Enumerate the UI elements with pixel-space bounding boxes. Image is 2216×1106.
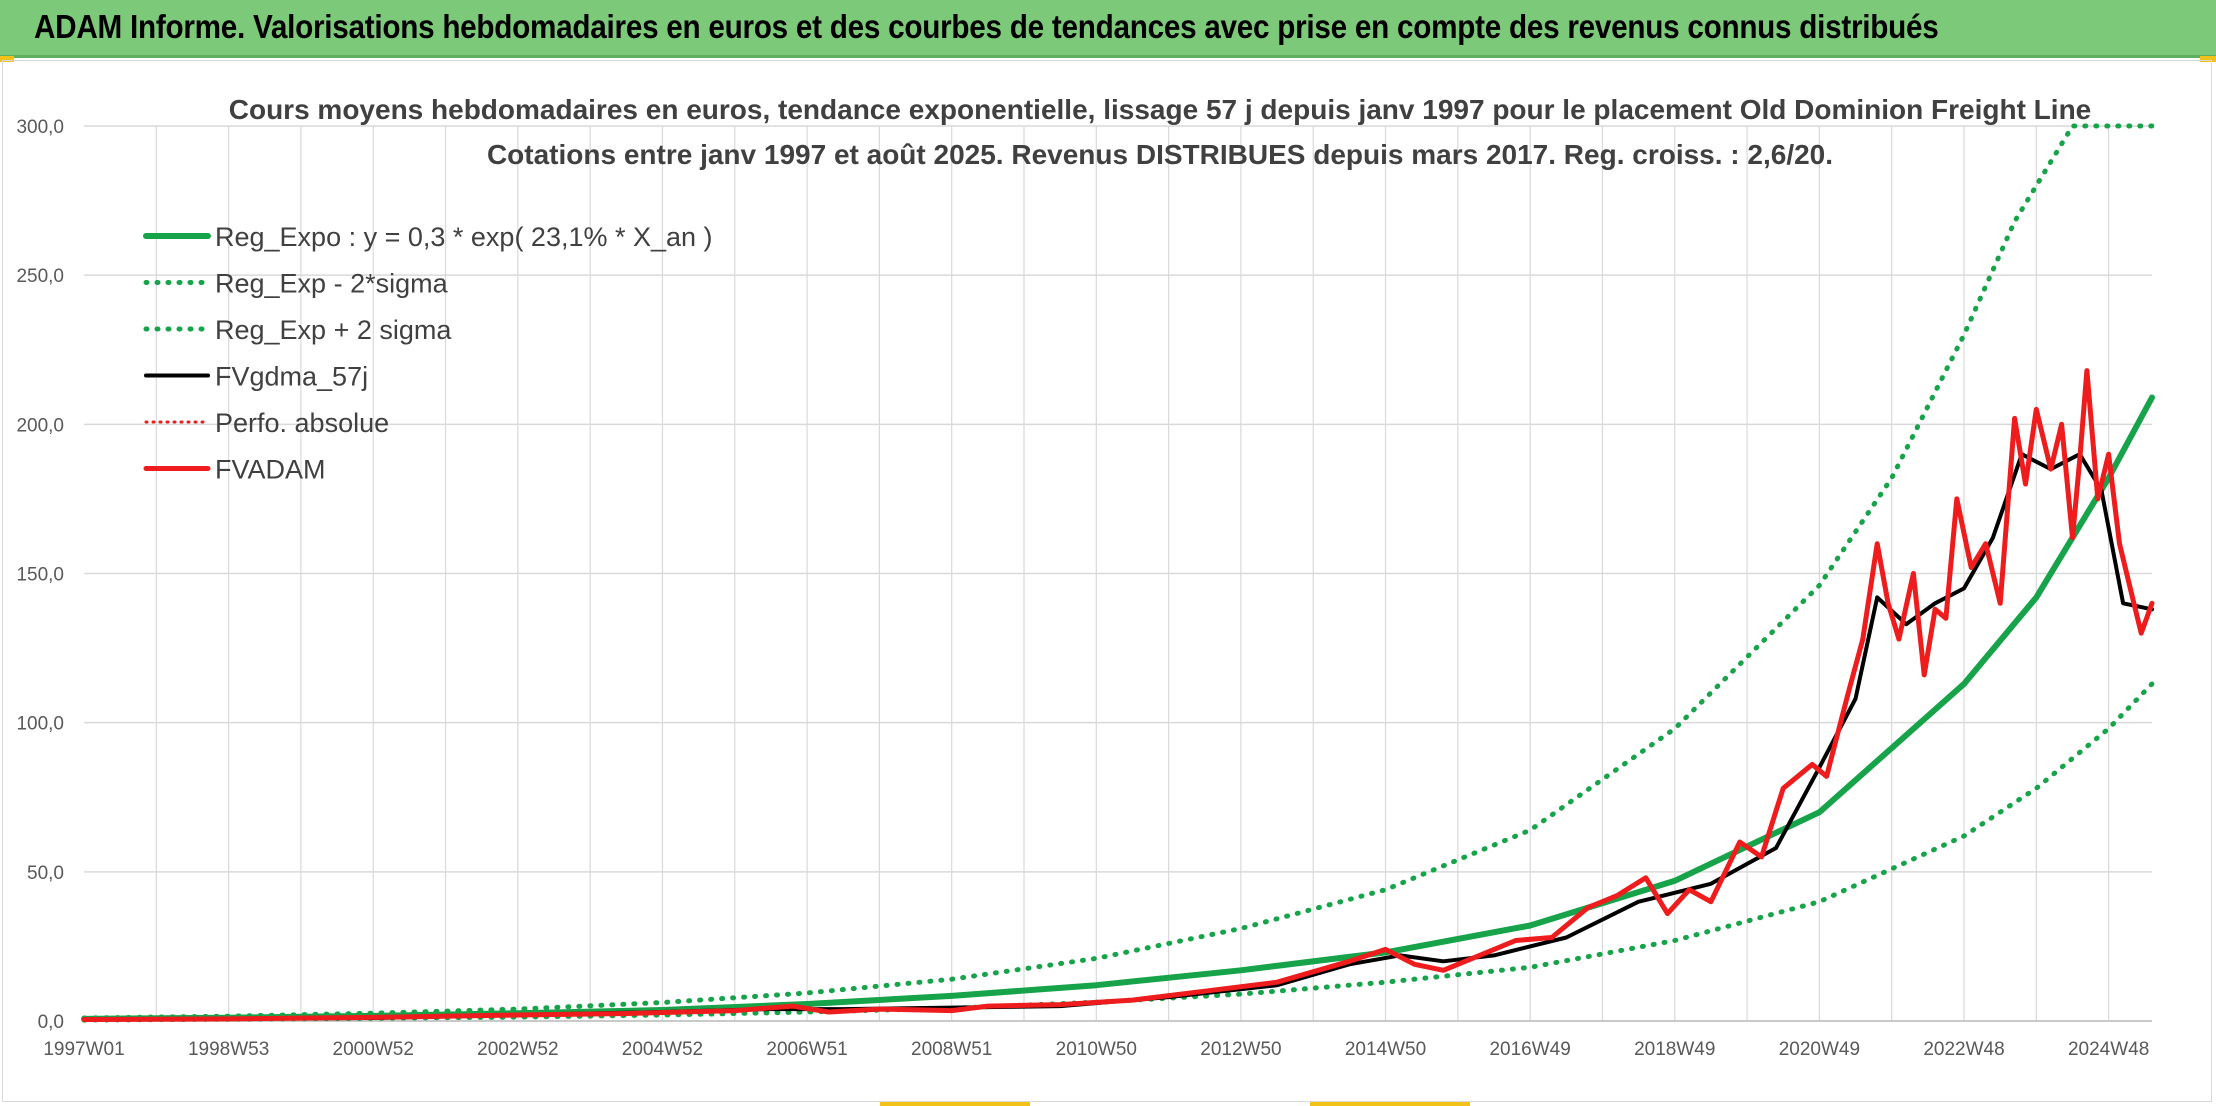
series	[81, 123, 2155, 1023]
x-tick-label: 2012W50	[1200, 1039, 1281, 1060]
y-tick-label: 0,0	[38, 1012, 64, 1033]
x-tick-label: 2010W50	[1056, 1039, 1137, 1060]
y-tick-label: 150,0	[16, 565, 64, 586]
x-tick-label: 2014W50	[1345, 1039, 1426, 1060]
x-tick-label: 2024W48	[2068, 1039, 2149, 1060]
page-title: ADAM Informe. Valorisations hebdomadaire…	[34, 8, 1939, 45]
legend-label: Reg_Expo : y = 0,3 * exp( 23,1% * X_an )	[215, 222, 713, 252]
accent-corner-right	[2200, 56, 2216, 62]
x-tick-label: 2000W52	[333, 1039, 414, 1060]
series-line-2	[81, 123, 2155, 1021]
y-tick-label: 250,0	[16, 266, 64, 287]
x-tick-label: 2008W51	[911, 1039, 992, 1060]
x-tick-label: 2016W49	[1489, 1039, 1570, 1060]
series-line-1	[81, 681, 2155, 1023]
x-tick-label: 1998W53	[188, 1039, 269, 1060]
header-banner: ADAM Informe. Valorisations hebdomadaire…	[0, 0, 2216, 58]
legend: Reg_Expo : y = 0,3 * exp( 23,1% * X_an )…	[143, 222, 713, 485]
accent-strip-bottom	[880, 1101, 1030, 1106]
chart-title-line2: Cotations entre janv 1997 et août 2025. …	[487, 139, 1833, 170]
accent-strip-bottom-2	[1310, 1101, 1470, 1106]
legend-label: FVgdma_57j	[215, 362, 368, 392]
accent-corner-left	[0, 56, 14, 62]
x-tick-label: 2002W52	[477, 1039, 558, 1060]
series-line-3	[82, 452, 2154, 1022]
chart-area	[2, 60, 2212, 1102]
chart-title-line1: Cours moyens hebdomadaires en euros, ten…	[229, 94, 2092, 125]
series-line-5	[81, 368, 2155, 1022]
x-tick-label: 2020W49	[1779, 1039, 1860, 1060]
legend-label: Reg_Exp + 2 sigma	[215, 315, 452, 345]
legend-label: Perfo. absolue	[215, 408, 389, 438]
x-tick-label: 1997W01	[43, 1039, 124, 1060]
x-tick-label: 2004W52	[622, 1039, 703, 1060]
x-tick-label: 2018W49	[1634, 1039, 1715, 1060]
y-tick-label: 300,0	[16, 117, 64, 138]
x-axis: 1997W01 1998W53 2000W52 2002W52 2004W52 2006W…	[43, 1020, 2152, 1060]
x-tick-label: 2006W51	[766, 1039, 847, 1060]
y-axis: 0,0 50,0 100,0 150,0 200,0 250,0 300,0	[16, 117, 64, 1033]
y-tick-label: 200,0	[16, 415, 64, 436]
y-tick-label: 100,0	[16, 714, 64, 735]
grid	[84, 125, 2152, 1022]
x-tick-label: 2022W48	[1923, 1039, 2004, 1060]
legend-label: FVADAM	[215, 455, 326, 485]
y-tick-label: 50,0	[27, 863, 64, 884]
legend-label: Reg_Exp - 2*sigma	[215, 269, 449, 299]
